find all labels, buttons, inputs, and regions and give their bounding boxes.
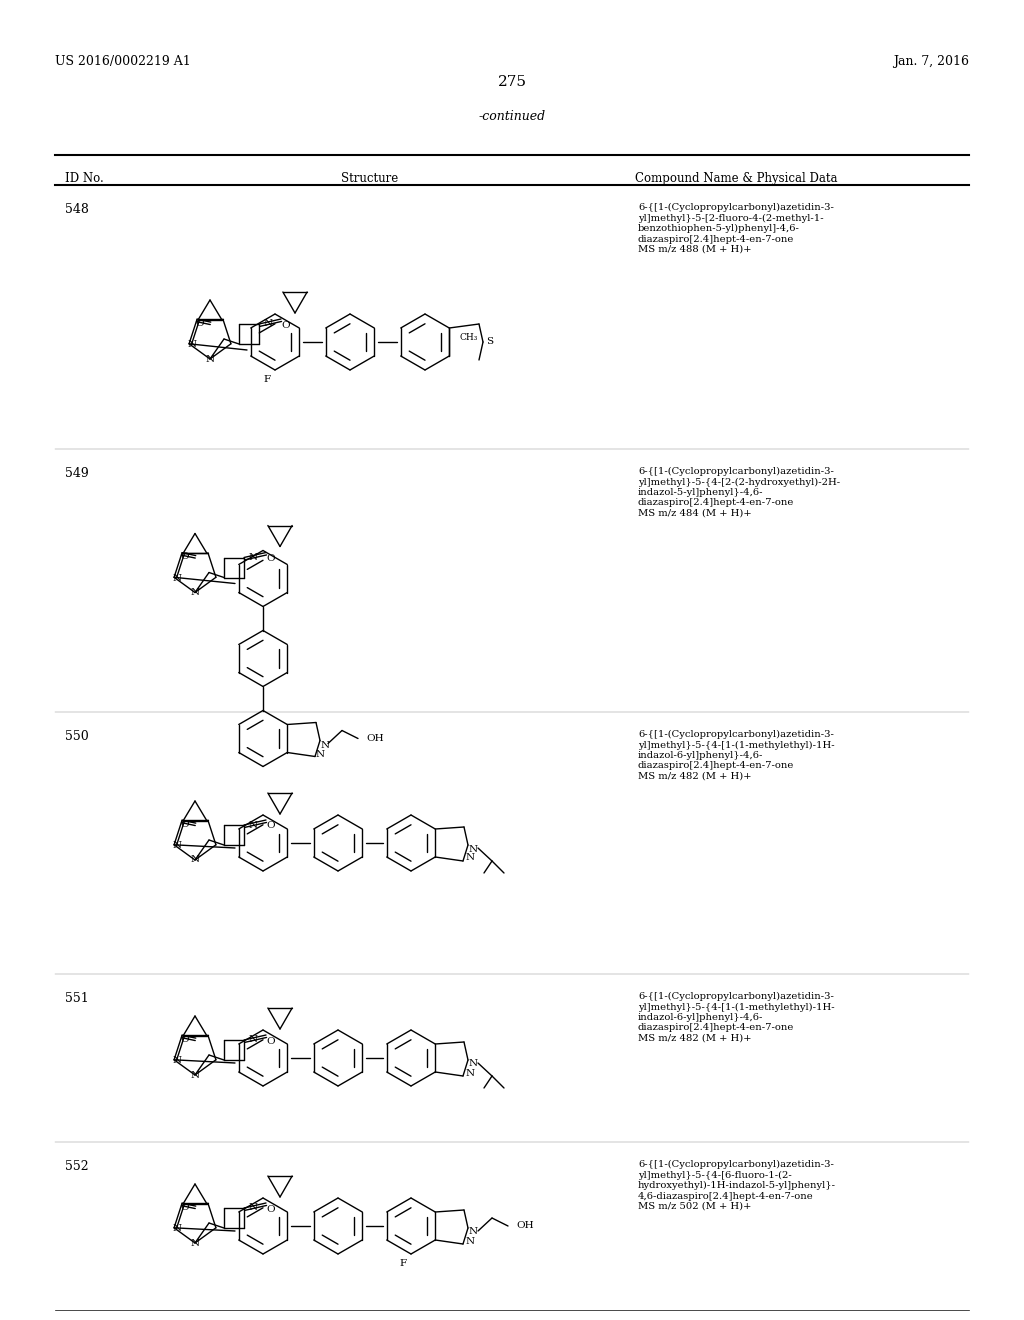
Text: N: N [468,845,477,854]
Text: CH₃: CH₃ [459,334,477,342]
Text: N: N [466,1237,475,1246]
Text: O: O [180,1203,188,1212]
Text: N: N [468,1228,477,1237]
Text: N: N [249,821,258,829]
Text: N: N [190,855,200,865]
Text: 6-{[1-(Cyclopropylcarbonyl)azetidin-3-
yl]methyl}-5-{4-[1-(1-methylethyl)-1H-
in: 6-{[1-(Cyclopropylcarbonyl)azetidin-3- y… [638,730,835,781]
Text: OH: OH [516,1221,534,1230]
Text: O: O [180,1035,188,1044]
Text: O: O [266,1204,275,1213]
Text: Structure: Structure [341,172,398,185]
Text: -continued: -continued [478,110,546,123]
Text: N: N [190,1071,200,1080]
Text: N: N [249,1204,258,1213]
Text: 551: 551 [65,993,89,1005]
Text: 552: 552 [65,1160,89,1173]
Text: O: O [266,1036,275,1045]
Text: N: N [466,854,475,862]
Text: N: N [466,1068,475,1077]
Text: OH: OH [366,734,384,743]
Text: O: O [180,552,188,561]
Text: 6-{[1-(Cyclopropylcarbonyl)azetidin-3-
yl]methyl}-5-{4-[6-fluoro-1-(2-
hydroxyet: 6-{[1-(Cyclopropylcarbonyl)azetidin-3- y… [638,1160,836,1210]
Text: O: O [196,318,204,327]
Text: N: N [187,341,197,350]
Text: Jan. 7, 2016: Jan. 7, 2016 [893,55,969,69]
Text: N: N [249,1035,258,1044]
Text: N: N [206,355,215,363]
Text: F: F [399,1259,407,1269]
Text: O: O [266,821,275,830]
Text: F: F [263,375,270,384]
Text: N: N [321,741,330,750]
Text: N: N [190,1238,200,1247]
Text: 549: 549 [65,467,89,480]
Text: O: O [266,554,275,564]
Text: Compound Name & Physical Data: Compound Name & Physical Data [635,172,838,185]
Text: O: O [282,321,291,330]
Text: 6-{[1-(Cyclopropylcarbonyl)azetidin-3-
yl]methyl}-5-{4-[1-(1-methylethyl)-1H-
in: 6-{[1-(Cyclopropylcarbonyl)azetidin-3- y… [638,993,835,1043]
Text: N: N [172,1224,181,1233]
Text: N: N [172,1056,181,1065]
Text: 6-{[1-(Cyclopropylcarbonyl)azetidin-3-
yl]methyl}-5-[2-fluoro-4-(2-methyl-1-
ben: 6-{[1-(Cyclopropylcarbonyl)azetidin-3- y… [638,203,834,253]
Text: 275: 275 [498,75,526,88]
Text: N: N [172,841,181,850]
Text: ID No.: ID No. [65,172,103,185]
Text: US 2016/0002219 A1: US 2016/0002219 A1 [55,55,190,69]
Text: 548: 548 [65,203,89,216]
Text: S: S [486,338,494,346]
Text: N: N [190,587,200,597]
Text: O: O [180,820,188,829]
Text: N: N [249,553,258,562]
Text: N: N [315,750,325,759]
Text: 6-{[1-(Cyclopropylcarbonyl)azetidin-3-
yl]methyl}-5-{4-[2-(2-hydroxyethyl)-2H-
i: 6-{[1-(Cyclopropylcarbonyl)azetidin-3- y… [638,467,840,517]
Text: 550: 550 [65,730,89,743]
Text: N: N [264,319,273,329]
Text: N: N [468,1060,477,1068]
Text: N: N [172,574,181,583]
